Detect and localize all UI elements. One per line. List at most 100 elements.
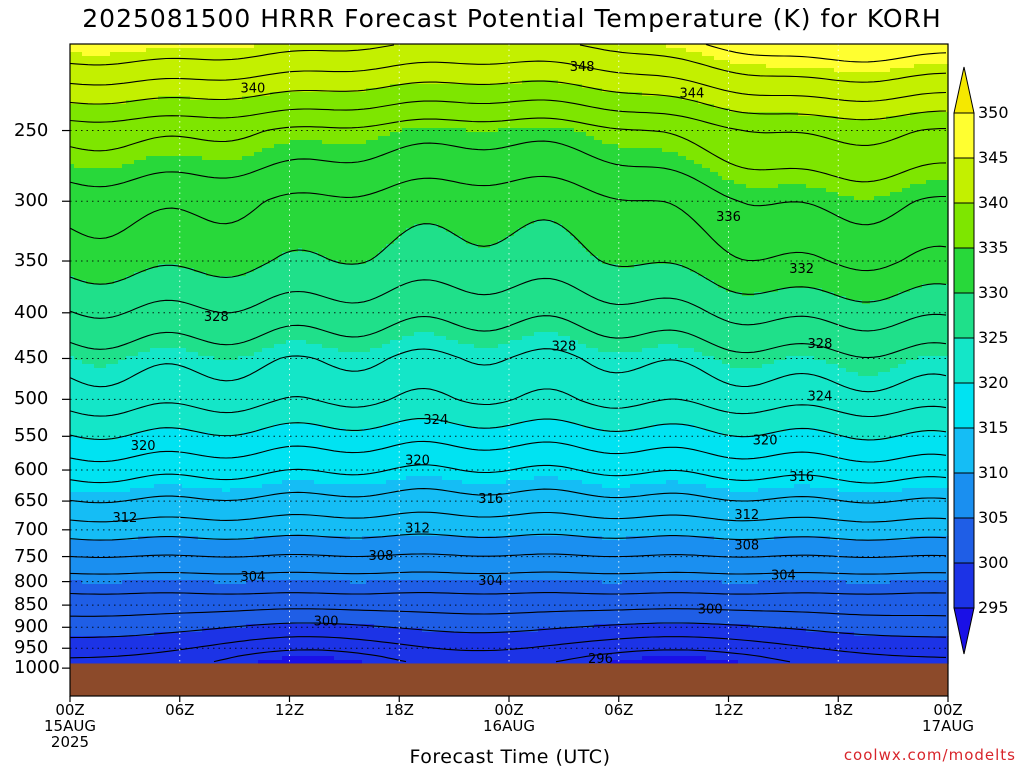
fill-cell xyxy=(614,624,619,661)
fill-cell xyxy=(306,580,311,625)
fill-cell xyxy=(750,112,755,189)
fill-cell xyxy=(286,44,291,93)
fill-cell xyxy=(210,540,215,581)
fill-cell xyxy=(890,580,895,637)
fill-cell xyxy=(898,116,903,193)
fill-cell xyxy=(650,536,655,581)
fill-cell xyxy=(558,84,563,129)
fill-cell xyxy=(706,580,711,625)
fill-cell xyxy=(214,628,219,665)
fill-cell xyxy=(122,164,127,281)
fill-cell xyxy=(490,580,495,633)
fill-cell xyxy=(70,580,75,637)
fill-cell xyxy=(286,340,291,425)
fill-cell xyxy=(486,84,491,133)
fill-cell xyxy=(922,432,927,489)
fill-cell xyxy=(74,44,79,53)
fill-cell xyxy=(482,132,487,249)
fill-cell xyxy=(858,200,863,301)
fill-cell xyxy=(206,48,211,101)
x-tick-label-line: 17AUG xyxy=(922,717,974,735)
fill-cell xyxy=(214,584,219,629)
fill-cell xyxy=(374,484,379,537)
fill-cell xyxy=(250,48,255,97)
fill-cell xyxy=(238,584,243,629)
fill-cell xyxy=(534,128,539,221)
fill-cell xyxy=(814,536,819,581)
fill-cell xyxy=(662,344,667,425)
fill-cell xyxy=(526,44,531,81)
fill-cell xyxy=(738,292,743,369)
fill-cell xyxy=(190,536,195,581)
fill-cell xyxy=(654,44,659,97)
fill-cell xyxy=(562,44,567,85)
fill-cell xyxy=(862,636,867,665)
colorbar-label: 330 xyxy=(978,283,1009,302)
fill-cell xyxy=(558,580,563,629)
fill-cell xyxy=(658,580,663,625)
fill-cell xyxy=(738,184,743,293)
fill-cell xyxy=(750,584,755,629)
fill-cell xyxy=(326,656,331,665)
fill-cell xyxy=(774,432,779,489)
fill-cell xyxy=(850,196,855,301)
y-tick-label: 650 xyxy=(14,490,49,512)
fill-cell xyxy=(98,440,103,493)
fill-cell xyxy=(818,536,823,581)
fill-cell xyxy=(198,100,203,157)
fill-cell xyxy=(734,584,739,625)
fill-cell xyxy=(650,348,655,429)
fill-cell xyxy=(474,132,479,245)
fill-cell xyxy=(458,632,463,665)
fill-cell xyxy=(902,580,907,637)
fill-cell xyxy=(762,44,767,65)
fill-cell xyxy=(374,256,379,349)
fill-cell xyxy=(622,44,627,93)
fill-cell xyxy=(326,144,331,261)
fill-cell xyxy=(634,536,639,581)
fill-cell xyxy=(818,288,823,361)
fill-cell xyxy=(486,484,491,537)
fill-cell xyxy=(150,348,155,429)
fill-cell xyxy=(786,488,791,537)
fill-cell xyxy=(898,364,903,437)
fill-cell xyxy=(614,92,619,145)
fill-cell xyxy=(226,584,231,629)
fill-cell xyxy=(342,580,347,625)
fill-cell xyxy=(146,536,151,581)
fill-cell xyxy=(810,536,815,581)
fill-cell xyxy=(174,264,179,349)
fill-cell xyxy=(98,104,103,169)
fill-cell xyxy=(894,192,899,297)
fill-cell xyxy=(238,628,243,665)
fill-cell xyxy=(98,368,103,441)
fill-cell xyxy=(178,44,183,49)
fill-cell xyxy=(450,424,455,481)
fill-cell xyxy=(482,632,487,665)
fill-cell xyxy=(942,636,947,665)
fill-cell xyxy=(546,476,551,537)
fill-cell xyxy=(506,632,511,665)
fill-cell xyxy=(94,56,99,105)
fill-cell xyxy=(142,272,147,353)
fill-cell xyxy=(758,44,763,65)
fill-cell xyxy=(522,480,527,537)
fill-cell xyxy=(774,112,779,189)
fill-cell xyxy=(86,440,91,493)
fill-cell xyxy=(238,488,243,541)
fill-cell xyxy=(578,628,583,665)
fill-cell xyxy=(330,144,335,261)
fill-cell xyxy=(894,68,899,117)
fill-cell xyxy=(618,540,623,585)
x-tick-label: 12Z xyxy=(689,702,769,718)
fill-cell xyxy=(214,48,219,101)
fill-cell xyxy=(162,48,167,97)
fill-cell xyxy=(230,540,235,585)
fill-cell xyxy=(526,336,531,421)
fill-cell xyxy=(782,536,787,581)
fill-cell xyxy=(338,580,343,625)
fill-cell xyxy=(434,476,439,537)
fill-cell xyxy=(138,636,143,665)
fill-cell xyxy=(510,480,515,537)
fill-cell xyxy=(374,348,379,429)
